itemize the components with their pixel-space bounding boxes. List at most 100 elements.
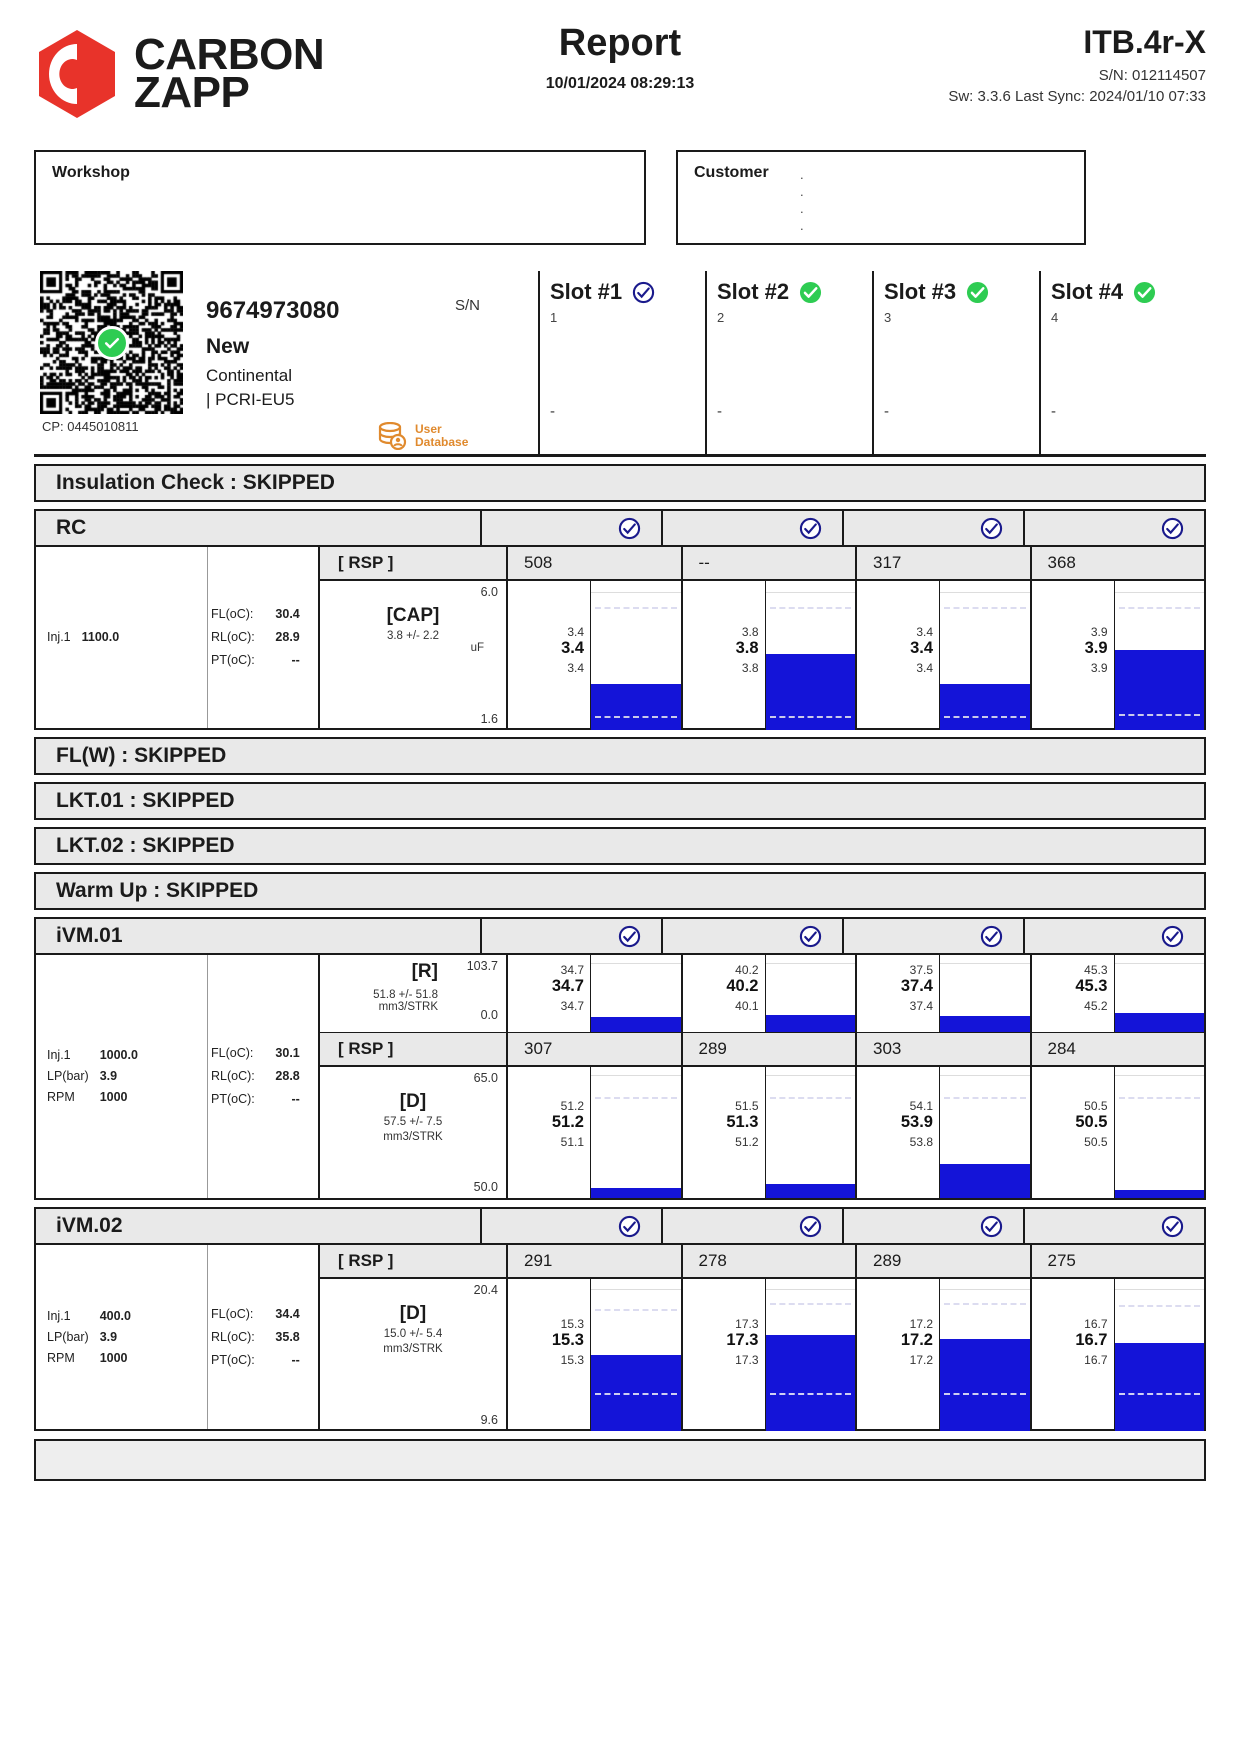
ivm01-inj-val-1: 3.9 — [99, 1069, 118, 1083]
carbon-zapp-logo-icon — [34, 28, 120, 120]
rc-param-code: [CAP] — [386, 605, 440, 626]
device-model: ITB.4r-X — [1083, 24, 1206, 60]
ivm01-slot-3-cell: 37.5 37.4 37.4 303 54.1 53.9 53.8 — [857, 955, 1032, 1198]
slot-1-head: Slot #1 — [550, 279, 705, 305]
ivm02-slot-2-lo: 17.3 — [735, 1353, 759, 1367]
check-outline-icon — [980, 517, 1003, 539]
ivm01-inj-val-0: 1000.0 — [99, 1048, 138, 1062]
section-insulation-check: Insulation Check : SKIPPED — [34, 464, 1206, 502]
check-outline-icon — [1161, 517, 1184, 539]
ivm02-inj-key-0: Inj.1 — [47, 1308, 71, 1323]
ivm01-slot-4-r-labels: 45.3 45.3 45.2 — [1032, 955, 1114, 1032]
slot-3-dash: - — [884, 403, 889, 420]
part-number: 9674973080 — [206, 297, 340, 324]
slot-3-status-check-icon — [967, 281, 989, 303]
ivm01-parameter-cell: 103.7 0.0 [R] 51.8 +/- 51.8 mm3/STRK [ R… — [320, 955, 508, 1198]
ivm01-slot-2-r-mid: 40.2 — [726, 977, 759, 995]
table-row: Inj.1 400.0 — [46, 1307, 132, 1326]
ivm02-param-body: 20.4 9.6 [D] 15.0 +/- 5.4 mm3/STRK — [320, 1279, 506, 1431]
section-ivm02: iVM.02 — [34, 1207, 1206, 1245]
ivm01-slot-4-d-plot: 50.5 50.5 50.5 — [1032, 1067, 1204, 1198]
ivm01-slot-2-r-labels: 40.2 40.2 40.1 — [683, 955, 765, 1032]
ivm02-slot-2-labels: 17.3 17.3 17.3 — [683, 1279, 765, 1431]
ivm01-temp-val-2: -- — [291, 1092, 300, 1106]
rc-temp-val-2: -- — [291, 653, 300, 667]
ivm02-slot-4-cell: 275 16.7 16.7 16.7 — [1031, 1245, 1204, 1431]
table-row: RPM 1000 — [46, 1349, 132, 1368]
ivm02-slot-3-hi: 17.2 — [909, 1317, 933, 1331]
ivm01-slot-2-d-lo: 51.2 — [735, 1135, 759, 1149]
customer-line: . — [800, 184, 804, 199]
rc-parameter-cell: [ RSP ] 6.0 1.6 [CAP] 3.8 +/- 2.2 uF — [320, 547, 508, 728]
table-row: PT(oC): -- — [210, 1350, 301, 1371]
workshop-label: Workshop — [52, 164, 130, 181]
table-row: Inj.1 1000.0 — [46, 1046, 139, 1065]
check-outline-icon — [618, 1215, 641, 1237]
rc-slot-4-graph — [1113, 581, 1204, 730]
part-brand: Continental — [206, 366, 293, 385]
ivm01-slot-2-d-plot: 51.5 51.3 51.2 — [683, 1067, 855, 1198]
section-lkt-01: LKT.01 : SKIPPED — [34, 782, 1206, 820]
ivm02-slot-4-lo: 16.7 — [1084, 1353, 1108, 1367]
ivm01-r-param-tolerance: 51.8 +/- 51.8 — [373, 989, 438, 1001]
slot-2[interactable]: Slot #2 2 - — [707, 271, 874, 454]
slot-1-status-check-icon — [633, 281, 655, 303]
table-row: FL(oC): 30.1 — [210, 1043, 301, 1064]
rc-slot-3-graph — [939, 581, 1030, 730]
workshop-box[interactable]: Workshop — [34, 150, 646, 245]
ivm01-slot-1-r-plot: 34.7 34.7 34.7 — [508, 955, 681, 1033]
ivm01-slot-1-d-labels: 51.2 51.2 51.1 — [508, 1067, 590, 1198]
ivm02-temp-key-1: RL(oC): — [211, 1329, 255, 1344]
customer-box[interactable]: Customer . . . . — [676, 150, 1086, 245]
rc-slot-1-graph — [590, 581, 681, 730]
ivm01-temp-key-0: FL(oC): — [211, 1046, 254, 1060]
section-ivm01: iVM.01 — [34, 917, 1206, 955]
part-code: | PCRI-EU5 — [206, 390, 295, 409]
rc-slot-2-plot: 3.8 3.8 3.8 — [683, 581, 855, 730]
table-row: LP(bar) 3.9 — [46, 1067, 139, 1086]
cp-number: CP: 0445010811 — [42, 419, 139, 434]
user-database-text: User Database — [415, 423, 468, 449]
ivm02-slot-1-graph — [590, 1279, 681, 1431]
ivm01-slot-plots: 34.7 34.7 34.7 307 51.2 51.2 51.1 — [508, 955, 1204, 1198]
ivm01-slot-1-r-mid: 34.7 — [551, 977, 584, 995]
rc-temp-key-2: PT(oC): — [211, 653, 255, 667]
slot-3[interactable]: Slot #3 3 - — [874, 271, 1041, 454]
device-software: Sw: 3.3.6 Last Sync: 2024/01/10 07:33 — [948, 88, 1206, 105]
brand-line-2: ZAPP — [134, 68, 250, 117]
ivm02-slot-4-plot: 16.7 16.7 16.7 — [1032, 1279, 1204, 1431]
slot-2-name: Slot #2 — [717, 279, 790, 304]
slot-1[interactable]: Slot #1 1 - — [540, 271, 707, 454]
ivm01-slot-3-r-lo: 37.4 — [909, 999, 933, 1013]
rc-slot-4-cell: 368 3.9 3.9 3.9 — [1031, 547, 1204, 730]
check-outline-icon — [799, 517, 822, 539]
rc-slot-3-rsp: 317 — [857, 547, 1030, 581]
ivm01-slot-4-d-mid: 50.5 — [1075, 1113, 1108, 1131]
rc-measurement-block: Inj.1 1100.0 FL(oC): 30.4 RL(oC): 28.9 PT(… — [34, 547, 1206, 730]
ivm01-slot-3-d-graph — [939, 1067, 1030, 1198]
ivm01-inj-val-2: 1000 — [99, 1090, 128, 1104]
ivm01-slot-2-r-lo: 40.1 — [735, 999, 759, 1013]
ivm02-temp-val-1: 35.8 — [275, 1329, 300, 1344]
slot-4[interactable]: Slot #4 4 - — [1041, 271, 1206, 454]
check-outline-icon — [618, 517, 641, 539]
ivm01-r-axis-top: 103.7 — [466, 959, 498, 973]
rc-slot-2-rsp: -- — [682, 547, 855, 581]
table-row: Inj.1 1100.0 — [46, 628, 120, 647]
rc-slot-1-rsp: 508 — [508, 547, 681, 581]
ivm01-slot-2-d-graph — [764, 1067, 855, 1198]
slot-4-dash: - — [1051, 403, 1056, 420]
customer-line: . — [800, 201, 804, 216]
ivm01-slot-1-d-plot: 51.2 51.2 51.1 — [508, 1067, 681, 1198]
check-outline-icon — [799, 925, 822, 947]
rc-slot-3-mid: 3.4 — [910, 639, 933, 657]
report-datetime: 10/01/2024 08:29:13 — [545, 75, 695, 92]
rc-slot-1-cell: 508 3.4 3.4 3.4 — [508, 547, 683, 730]
ivm01-d-axis-top: 65.0 — [473, 1071, 498, 1085]
ivm01-slot-1-d-graph — [590, 1067, 681, 1198]
ivm02-slot-plots: 291 15.3 15.3 15.3 — [508, 1245, 1204, 1431]
rc-slot-2-status — [661, 511, 842, 545]
customer-lines: . . . . — [800, 166, 804, 234]
ivm01-inj-key-2: RPM — [47, 1090, 75, 1104]
rc-slot-2-cell: -- 3.8 3.8 3.8 — [682, 547, 857, 730]
